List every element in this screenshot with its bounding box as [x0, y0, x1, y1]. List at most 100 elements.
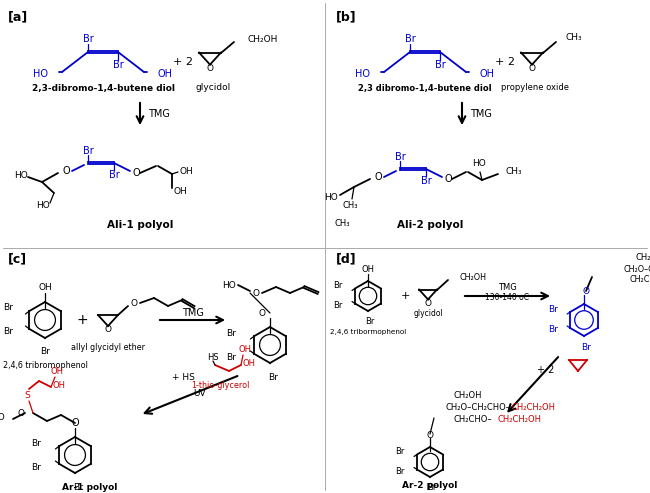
Text: Br: Br [435, 60, 445, 70]
Text: CH₂CH₂OH: CH₂CH₂OH [497, 415, 541, 423]
Text: 2,4,6 tribromophenol: 2,4,6 tribromophenol [3, 361, 88, 371]
Text: 2,3-dibromo-1,4-butene diol: 2,3-dibromo-1,4-butene diol [31, 83, 174, 93]
Text: glycidol: glycidol [196, 83, 231, 93]
Text: O: O [131, 298, 138, 308]
Text: +: + [400, 291, 410, 301]
Text: S: S [24, 390, 30, 399]
Text: [b]: [b] [336, 10, 357, 23]
Text: Br: Br [404, 34, 415, 44]
Text: CH₂OH: CH₂OH [453, 390, 482, 399]
Text: [a]: [a] [8, 10, 28, 23]
Text: Br: Br [73, 483, 83, 492]
Text: CH₂CH₂OH: CH₂CH₂OH [511, 402, 555, 412]
Text: HO: HO [222, 281, 236, 289]
Text: O: O [424, 299, 432, 308]
Text: O: O [528, 64, 536, 73]
Text: OH: OH [38, 283, 52, 292]
Text: O: O [105, 325, 112, 334]
Text: CH₂O–CH₂CHO–: CH₂O–CH₂CHO– [445, 402, 510, 412]
Text: CH₂CHO–: CH₂CHO– [453, 415, 491, 423]
Text: CH₂CHOH: CH₂CHOH [630, 276, 650, 284]
Text: O: O [444, 174, 452, 184]
Text: Ar-1 polyol: Ar-1 polyol [62, 484, 118, 493]
Text: O: O [18, 409, 25, 418]
Text: HO: HO [473, 160, 486, 169]
Text: Br: Br [3, 327, 13, 337]
Text: Br: Br [333, 282, 342, 290]
Text: OH: OH [480, 69, 495, 79]
Text: O: O [207, 64, 213, 73]
Text: Br: Br [548, 325, 558, 334]
Text: OH: OH [180, 168, 194, 176]
Text: allyl glycidyl ether: allyl glycidyl ether [71, 344, 145, 352]
Text: Br: Br [365, 317, 374, 326]
Text: Br: Br [333, 302, 342, 311]
Text: Ali-1 polyol: Ali-1 polyol [107, 220, 173, 230]
Text: Br: Br [112, 60, 124, 70]
Text: 2,4,6 tribormophenol: 2,4,6 tribormophenol [330, 329, 406, 335]
Text: OH: OH [173, 187, 187, 197]
Text: Br: Br [3, 304, 13, 313]
Text: + HS: + HS [172, 373, 195, 382]
Text: CH₃: CH₃ [334, 218, 350, 227]
Text: Br: Br [226, 328, 236, 338]
Text: O: O [132, 168, 140, 178]
Text: OH: OH [361, 266, 374, 275]
Text: Br: Br [40, 348, 50, 356]
Text: propylene oxide: propylene oxide [501, 83, 569, 93]
Text: [c]: [c] [8, 252, 27, 265]
Text: O: O [259, 309, 265, 317]
Text: O: O [582, 286, 590, 295]
Text: 2,3 dibromo-1,4-butene diol: 2,3 dibromo-1,4-butene diol [358, 83, 492, 93]
Text: 1-thio-glycerol: 1-thio-glycerol [191, 381, 249, 389]
Text: CH₃: CH₃ [506, 168, 523, 176]
Text: Br: Br [548, 306, 558, 315]
Text: HO: HO [324, 192, 338, 202]
Text: TMG: TMG [470, 109, 492, 119]
Text: Br: Br [83, 34, 94, 44]
Text: HO: HO [36, 201, 50, 210]
Text: OH: OH [53, 381, 66, 389]
Text: Ali-2 polyol: Ali-2 polyol [396, 220, 463, 230]
Text: Br: Br [31, 438, 41, 448]
Text: TMG: TMG [148, 109, 170, 119]
Text: HO: HO [14, 171, 28, 179]
Text: O: O [62, 166, 70, 176]
Text: glycidol: glycidol [413, 310, 443, 318]
Text: + 2: + 2 [495, 57, 515, 67]
Text: + 2: + 2 [537, 365, 554, 375]
Text: Br: Br [421, 176, 432, 186]
Text: CH₂OH: CH₂OH [248, 35, 278, 43]
Text: + 2: + 2 [173, 57, 193, 67]
Text: Br: Br [268, 373, 278, 382]
Text: CH₂OH: CH₂OH [635, 253, 650, 262]
Text: HO: HO [355, 69, 370, 79]
Text: HS: HS [207, 352, 219, 361]
Text: TMG: TMG [181, 308, 203, 318]
Text: TMG: TMG [498, 282, 516, 291]
Text: Br: Br [581, 344, 591, 352]
Text: Br: Br [395, 448, 404, 457]
Text: Br: Br [109, 170, 120, 180]
Text: CH₂O–CH₂CHOH: CH₂O–CH₂CHOH [623, 266, 650, 275]
Text: OH: OH [242, 358, 255, 367]
Text: CH₃: CH₃ [565, 34, 582, 42]
Text: O: O [252, 288, 259, 297]
Text: HO: HO [33, 69, 48, 79]
Text: Br: Br [31, 462, 41, 471]
Text: O: O [72, 418, 79, 428]
Text: HO: HO [0, 413, 5, 422]
Text: Br: Br [395, 467, 404, 477]
Text: O: O [374, 172, 382, 182]
Text: O: O [426, 430, 434, 439]
Text: Br: Br [427, 484, 437, 493]
Text: OH: OH [51, 366, 64, 376]
Text: OH: OH [239, 345, 252, 353]
Text: [d]: [d] [336, 252, 357, 265]
Text: Ar-2 polyol: Ar-2 polyol [402, 482, 458, 491]
Text: CH₃: CH₃ [343, 201, 358, 210]
Text: Br: Br [226, 352, 236, 361]
Text: CH₂OH: CH₂OH [460, 274, 487, 282]
Text: +: + [76, 313, 88, 327]
Text: 130-140 oC: 130-140 oC [485, 293, 529, 303]
